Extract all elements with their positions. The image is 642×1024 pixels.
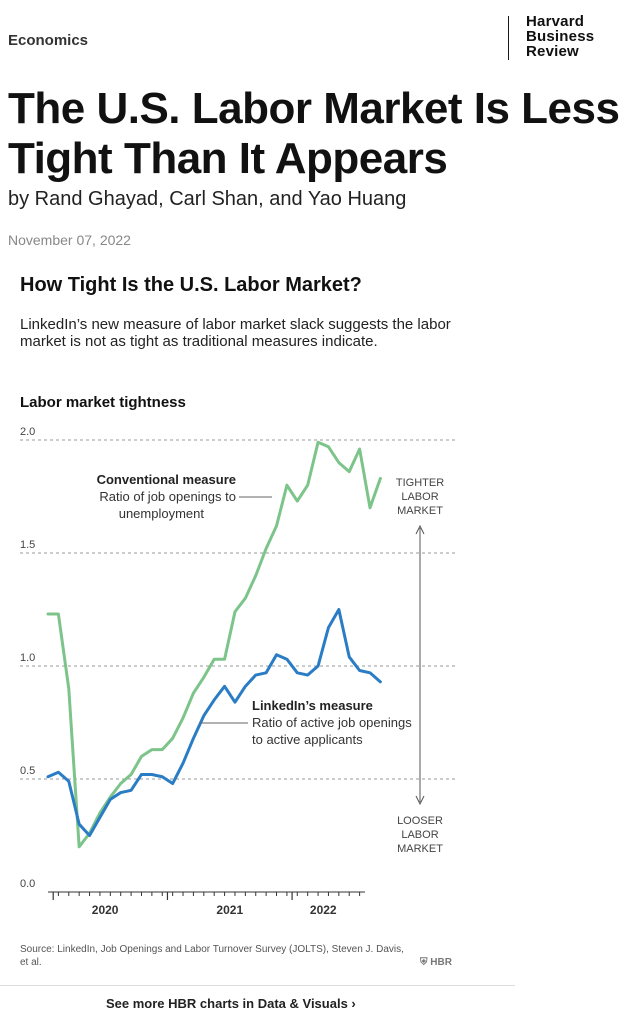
hbr-logo[interactable]: Harvard Business Review [526, 14, 594, 59]
x-tick-label: 2022 [310, 903, 337, 917]
article-headline: The U.S. Labor Market Is Less Tight Than… [8, 84, 620, 183]
logo-divider [508, 16, 509, 60]
chart-source: Source: LinkedIn, Job Openings and Labor… [20, 944, 404, 968]
y-axis-title: Labor market tightness [20, 394, 186, 411]
y-tick-label: 0.0 [20, 878, 35, 890]
y-tick-label: 0.5 [20, 765, 35, 777]
y-tick-label: 1.0 [20, 652, 35, 664]
footer-divider [0, 985, 515, 986]
linkedin-label: LinkedIn’s measure [252, 698, 373, 713]
tighter-label: LABOR [401, 491, 438, 503]
linkedin-desc-line: to active applicants [252, 732, 363, 747]
conventional-desc-line: Ratio of job openings to [99, 489, 236, 504]
x-tick-label: 2021 [216, 903, 243, 917]
x-tick-label: 2020 [92, 903, 119, 917]
y-tick-label: 1.5 [20, 539, 35, 551]
arrow-up-icon [415, 524, 425, 535]
conventional-desc-line: unemployment [119, 506, 205, 521]
looser-label: LOOSER [397, 815, 443, 827]
tighter-label: TIGHTER [396, 477, 444, 489]
looser-label: LABOR [401, 829, 438, 841]
chart-title: How Tight Is the U.S. Labor Market? [20, 274, 362, 296]
linkedin-series-line [46, 608, 382, 837]
arrow-down-icon [415, 795, 425, 806]
line-chart: 0.0 0.5 1.0 1.5 2.0 2020 2021 2022 Conventional… [20, 426, 458, 917]
y-tick-label: 2.0 [20, 426, 35, 438]
logo-line-2: Business [526, 28, 595, 45]
linkedin-desc-line: Ratio of active job openings [252, 715, 412, 730]
article-byline: by Rand Ghayad, Carl Shan, and Yao Huang [8, 188, 407, 210]
topic-label[interactable]: Economics [8, 32, 89, 49]
article-date: November 07, 2022 [8, 232, 131, 248]
conventional-series-line [46, 440, 382, 849]
tighter-label: MARKET [397, 505, 443, 517]
see-more-charts-link[interactable]: See more HBR charts in Data & Visuals › [106, 996, 356, 1011]
chart-subtitle: LinkedIn’s new measure of labor market s… [20, 316, 451, 350]
hbr-watermark: ⛨ HBR [420, 957, 452, 968]
looser-label: MARKET [397, 843, 443, 855]
conventional-label: Conventional measure [97, 472, 236, 487]
logo-line-1: Harvard [526, 13, 585, 30]
logo-line-3: Review [526, 43, 579, 60]
